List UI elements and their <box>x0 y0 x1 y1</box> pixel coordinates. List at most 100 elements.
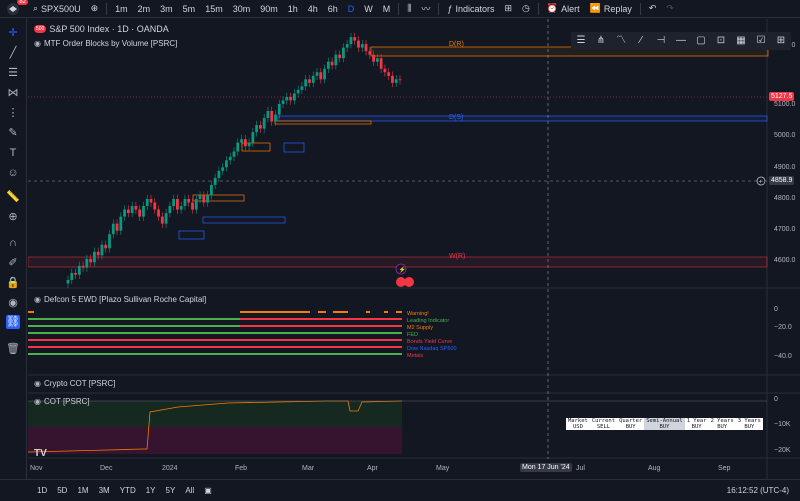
symbol-search[interactable]: ⌕ SPX500U <box>28 0 86 18</box>
layouts-button[interactable]: ⊞ <box>499 0 517 18</box>
tf-6h[interactable]: 6h <box>327 3 338 14</box>
floating-drawing-toolbar: ☰ ⋔ 〽 ⁄ ⊣ — ▢ ⊡ ▦ ☑ ⊞ <box>571 32 791 50</box>
fib-tool-icon[interactable]: ☰ <box>8 67 18 79</box>
eye-icon[interactable]: ◉ <box>8 297 18 309</box>
cot-header-cell: Market <box>566 418 590 424</box>
ray-icon[interactable]: ⁄ <box>640 35 642 46</box>
clock-display[interactable]: 16:12:52 (UTC-4) <box>726 486 789 495</box>
clock-button[interactable]: ◷ <box>517 0 535 18</box>
horizontal-line-icon[interactable]: ⊣ <box>656 35 666 46</box>
app-logo[interactable]: 82 <box>4 0 28 16</box>
chart-canvas[interactable]: D(R) D(S) W(R) + ⚡ <box>27 19 800 479</box>
event-marker-icon[interactable] <box>395 263 407 275</box>
candle-body <box>160 216 164 224</box>
candle-body <box>198 195 202 199</box>
more-tools-icon[interactable]: ⊞ <box>776 35 786 46</box>
replay-label: Replay <box>603 3 632 14</box>
range-1y[interactable]: 1Y <box>145 486 156 495</box>
date-range-icon[interactable]: ▦ <box>736 35 746 46</box>
lines-icon[interactable]: ☰ <box>576 35 586 46</box>
range-3m[interactable]: 3M <box>98 486 110 495</box>
tf-m[interactable]: M <box>382 3 391 14</box>
ruler-tool-icon[interactable]: 📏 <box>6 191 20 203</box>
candle-body <box>308 79 311 83</box>
measure-icon[interactable]: ⊡ <box>716 35 726 46</box>
checkbox-icon[interactable]: ☑ <box>756 35 766 46</box>
range-ytd[interactable]: YTD <box>119 486 136 495</box>
range-all[interactable]: All <box>185 486 195 495</box>
chart-area[interactable]: D(R) D(S) W(R) + ⚡ <box>27 19 800 479</box>
extended-line-icon[interactable]: — <box>676 35 686 46</box>
eye-icon[interactable]: ◉ <box>34 397 41 406</box>
goto-date-button[interactable]: ▣ <box>199 486 217 495</box>
magnet-icon[interactable]: ∩ <box>9 237 17 249</box>
pane3-legend[interactable]: ◉ Crypto COT [PSRC] <box>34 379 115 388</box>
compare-symbol-button[interactable]: ⊕ <box>86 0 104 18</box>
trendline-tool-icon[interactable]: ╱ <box>9 47 17 59</box>
indicator-legend-1[interactable]: ◉ MTF Order Blocks by Volume [PSRC] <box>34 39 177 48</box>
rectangle-icon[interactable]: ▢ <box>696 35 706 46</box>
time-tick: Dec <box>100 465 113 472</box>
order-block <box>283 142 305 153</box>
tf-5m[interactable]: 5m <box>182 3 196 14</box>
candle-body <box>345 44 349 48</box>
candle-body <box>194 199 198 210</box>
brush-tool-icon[interactable]: ✎ <box>8 127 18 139</box>
range-1d[interactable]: 1D <box>37 486 48 495</box>
replay-button[interactable]: ⏪ Replay <box>585 0 637 18</box>
prediction-tool-icon[interactable]: ⋮ <box>7 107 19 119</box>
tf-w[interactable]: W <box>364 3 373 14</box>
redo-button[interactable]: ↷ <box>661 0 679 18</box>
candle-body <box>130 206 134 214</box>
tf-4h[interactable]: 4h <box>307 3 318 14</box>
tf-d[interactable]: D <box>347 3 355 14</box>
range-5y[interactable]: 5Y <box>165 486 176 495</box>
zone-label-d-high: D(R) <box>449 41 464 48</box>
candle-body <box>202 195 206 203</box>
zoom-in-icon[interactable]: ⊕ <box>8 211 18 223</box>
time-tick: Jul <box>576 465 585 472</box>
order-block <box>274 120 372 125</box>
indicators-button[interactable]: ƒ Indicators <box>442 0 499 18</box>
main-legend[interactable]: 500 S&P 500 Index · 1D · OANDA <box>34 24 169 34</box>
candle-body <box>330 61 334 66</box>
eye-icon[interactable]: ◉ <box>34 295 41 304</box>
bar-style-button[interactable]: ⫼ <box>402 0 416 18</box>
pattern-tool-icon[interactable]: ⋈ <box>7 87 19 99</box>
alert-button[interactable]: ⏰ Alert <box>542 0 585 18</box>
dividend-marker-icon[interactable] <box>404 277 414 287</box>
eye-icon[interactable]: ◉ <box>34 379 41 388</box>
text-tool-icon[interactable]: T <box>9 147 17 159</box>
lock-icon[interactable]: 🔒 <box>6 277 20 289</box>
tf-30m[interactable]: 30m <box>232 3 251 14</box>
candle-body <box>375 58 379 62</box>
tf-90m[interactable]: 90m <box>260 3 278 14</box>
trash-icon[interactable]: 🗑 <box>6 343 20 355</box>
emoji-tool-icon[interactable]: ☺ <box>7 167 19 179</box>
drawing-toolbar: ✛ ╱ ☰ ⋈ ⋮ ✎ T ☺ 📏 ⊕ ∩ ✐ 🔒 ◉ ⛓ 🗑 <box>0 18 27 479</box>
candle-body <box>394 79 398 83</box>
eye-icon[interactable]: ◉ <box>34 39 41 48</box>
range-1m[interactable]: 1M <box>77 486 89 495</box>
tf-3m[interactable]: 3m <box>160 3 173 14</box>
pitchfork-icon[interactable]: ⋔ <box>596 35 606 46</box>
tf-15m[interactable]: 15m <box>205 3 223 14</box>
flag-event-icon[interactable] <box>396 277 406 287</box>
defcon-label-metals: Metals <box>407 353 423 359</box>
notification-badge: 82 <box>17 0 28 5</box>
range-5d[interactable]: 5D <box>57 486 68 495</box>
crosshair-tool-icon[interactable]: ✛ <box>8 27 18 39</box>
candle-body <box>81 265 85 268</box>
pane4-legend[interactable]: ◉ COT [PSRC] <box>34 397 90 406</box>
pane2-legend[interactable]: ◉ Defcon 5 EWD [Plazo Sullivan Roche Cap… <box>34 295 206 304</box>
path-icon[interactable]: 〽 <box>616 35 626 46</box>
tf-1h[interactable]: 1h <box>287 3 298 14</box>
cot-header-cell: Semi-Annual <box>644 418 685 424</box>
tf-1m[interactable]: 1m <box>115 3 128 14</box>
link-icon[interactable]: ⛓ <box>6 315 20 329</box>
lock-drawing-icon[interactable]: ✐ <box>8 257 18 269</box>
chart-type-button[interactable]: 〰 <box>416 0 435 18</box>
tf-2m[interactable]: 2m <box>137 3 151 14</box>
add-alert-icon[interactable] <box>756 176 766 186</box>
undo-button[interactable]: ↶ <box>644 0 662 18</box>
